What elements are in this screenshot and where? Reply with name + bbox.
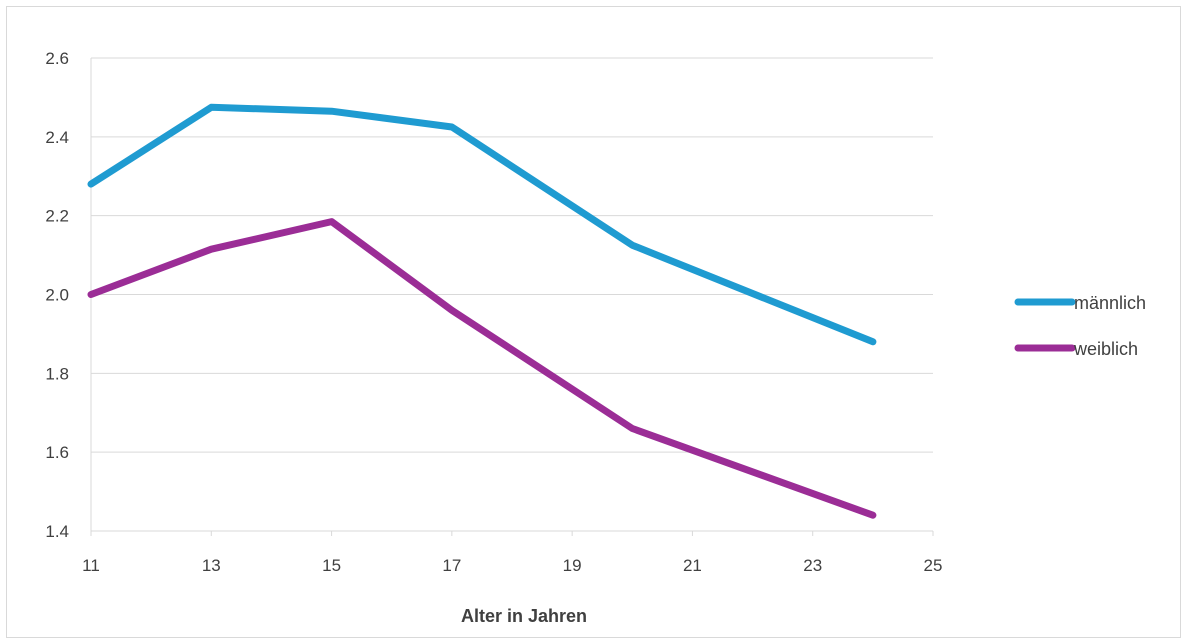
- legend-label: weiblich: [1073, 339, 1138, 359]
- gridlines: [91, 57, 933, 453]
- y-tick-label: 2.4: [45, 128, 69, 147]
- series-line-maennlich: [87, 103, 877, 346]
- x-tick-label: 19: [563, 556, 582, 575]
- legend-label: männlich: [1074, 293, 1146, 313]
- y-tick-labels: 1.4 1.6 1.8 2.0 2.2 2.4 2.6: [45, 49, 69, 541]
- series-lines: [87, 103, 877, 519]
- x-tick-label: 25: [924, 556, 943, 575]
- y-tick-label: 1.6: [45, 443, 69, 462]
- x-tick-label: 11: [82, 556, 100, 575]
- y-tick-label: 1.4: [45, 522, 69, 541]
- y-tick-label: 2.2: [45, 207, 69, 226]
- y-tick-label: 2.0: [45, 286, 69, 305]
- y-tick-label: 2.6: [45, 49, 69, 68]
- x-tick-labels: 11 13 15 17 19 21 23 25: [82, 531, 942, 575]
- x-tick-label: 17: [442, 556, 461, 575]
- x-axis-title: Alter in Jahren: [461, 606, 587, 626]
- legend: männlich weiblich: [1014, 293, 1146, 359]
- x-tick-label: 23: [803, 556, 822, 575]
- x-tick-label: 21: [683, 556, 702, 575]
- x-tick-label: 15: [322, 556, 341, 575]
- x-tick-label: 13: [202, 556, 221, 575]
- series-line-weiblich: [87, 218, 877, 519]
- y-tick-label: 1.8: [45, 364, 69, 383]
